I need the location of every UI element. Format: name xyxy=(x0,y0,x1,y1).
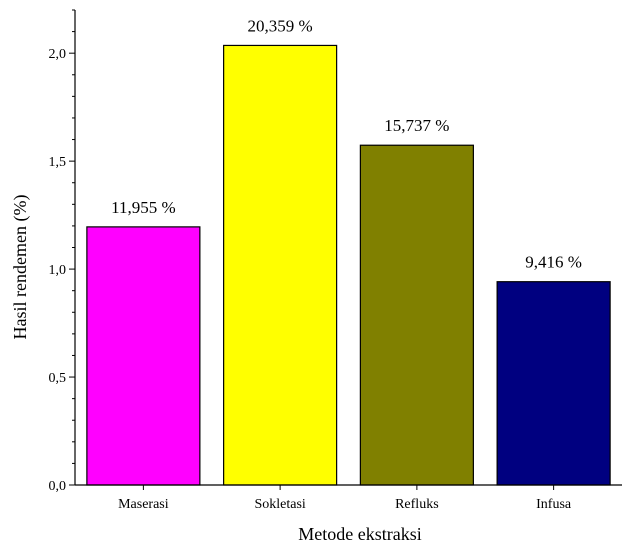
bar-refluks xyxy=(359,144,474,486)
data-label-infusa: 9,416 % xyxy=(525,253,582,272)
bar-infusa xyxy=(496,281,611,486)
x-axis-title: Metode ekstraksi xyxy=(298,524,421,544)
y-tick-label: 0,5 xyxy=(49,371,67,386)
bar-sokletasi xyxy=(223,44,338,486)
x-tick-label-refluks: Refluks xyxy=(395,497,439,512)
data-labels-group: 11,955 % 20,359 % 15,737 % 9,416 % xyxy=(111,16,582,271)
y-axis: 0,0 0,5 1,0 1,5 2,0 xyxy=(49,9,76,494)
x-axis: Maserasi Sokletasi Refluks Infusa xyxy=(75,484,622,512)
y-tick-label: 2,0 xyxy=(49,47,67,62)
data-label-sokletasi: 20,359 % xyxy=(248,16,313,35)
data-label-maserasi: 11,955 % xyxy=(111,198,176,217)
x-tick-label-maserasi: Maserasi xyxy=(118,497,169,512)
bar-maserasi xyxy=(86,226,201,486)
data-label-refluks: 15,737 % xyxy=(384,116,449,135)
x-tick-label-infusa: Infusa xyxy=(536,497,572,512)
y-tick-label: 0,0 xyxy=(49,479,67,494)
x-tick-label-sokletasi: Sokletasi xyxy=(254,497,305,512)
y-tick-label: 1,0 xyxy=(49,263,67,278)
y-axis-title: Hasil rendemen (%) xyxy=(10,195,31,340)
y-tick-label: 1,5 xyxy=(49,155,67,170)
bars-group xyxy=(86,44,611,486)
